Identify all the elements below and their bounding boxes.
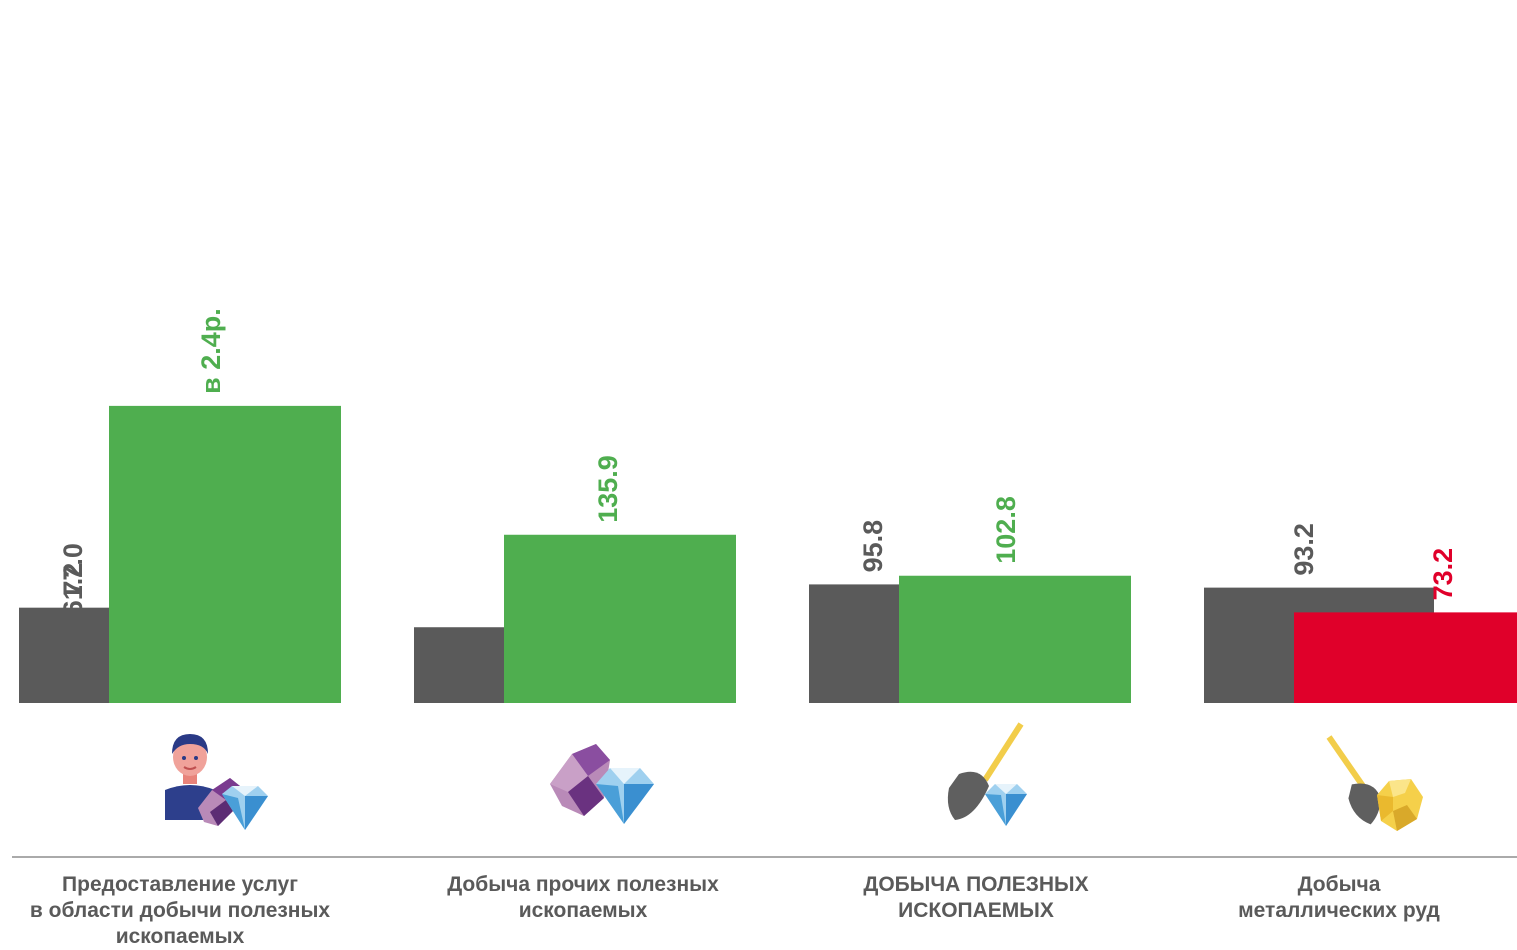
value-label-base-0: 77.0 <box>58 543 88 596</box>
bar-base-2 <box>809 584 899 703</box>
category-label-line: Добыча <box>1297 873 1381 896</box>
category-label-line: металлических руд <box>1238 899 1440 922</box>
category-label-services: Предоставление услуг в области добычи по… <box>0 872 360 950</box>
gems-icon <box>550 744 654 824</box>
category-label-line: Добыча прочих полезных <box>447 873 719 896</box>
category-label-mining-total: ДОБЫЧА ПОЛЕЗНЫХ ИСКОПАЕМЫХ <box>796 872 1156 924</box>
value-label-base-2: 95.8 <box>858 520 888 573</box>
value-label-current-1: 135.9 <box>593 455 623 523</box>
category-label-line: Предоставление услуг <box>62 873 298 896</box>
value-label-current-0: в 2.4р. <box>196 308 226 394</box>
category-label-other-minerals: Добыча прочих полезных ископаемых <box>403 872 763 924</box>
category-label-line: в области добычи полезных <box>29 899 331 922</box>
value-label-base-3: 93.2 <box>1289 523 1319 576</box>
value-label-current-2: 102.8 <box>991 496 1021 564</box>
bar-current-1 <box>504 534 736 703</box>
value-label-current-3: 73.2 <box>1428 548 1458 601</box>
bar-current-2 <box>899 575 1131 703</box>
bars-group <box>19 405 1517 703</box>
shovel-with-diamond-icon <box>947 722 1027 826</box>
value-label-base-1: 61.2 <box>58 563 88 616</box>
category-label-line: ископаемых <box>115 925 245 948</box>
bar-base-0 <box>19 607 109 703</box>
bar-base-1 <box>414 627 504 703</box>
value-labels-group: 77.0 в 2.4р. 61.2 135.9 95.8 102.8 93.2 73.2 <box>58 308 1458 615</box>
category-label-line: ДОБЫЧА ПОЛЕЗНЫХ <box>863 873 1089 896</box>
bar-current-3 <box>1294 612 1517 703</box>
category-label-line: ископаемых <box>518 899 648 922</box>
shovel-with-gold-ore-icon <box>1326 735 1423 831</box>
category-label-line: ИСКОПАЕМЫХ <box>898 899 1054 922</box>
category-label-metal-ores: Добыча металлических руд <box>1159 872 1517 924</box>
worker-with-gems-icon <box>165 734 268 830</box>
bar-current-0 <box>109 405 341 703</box>
